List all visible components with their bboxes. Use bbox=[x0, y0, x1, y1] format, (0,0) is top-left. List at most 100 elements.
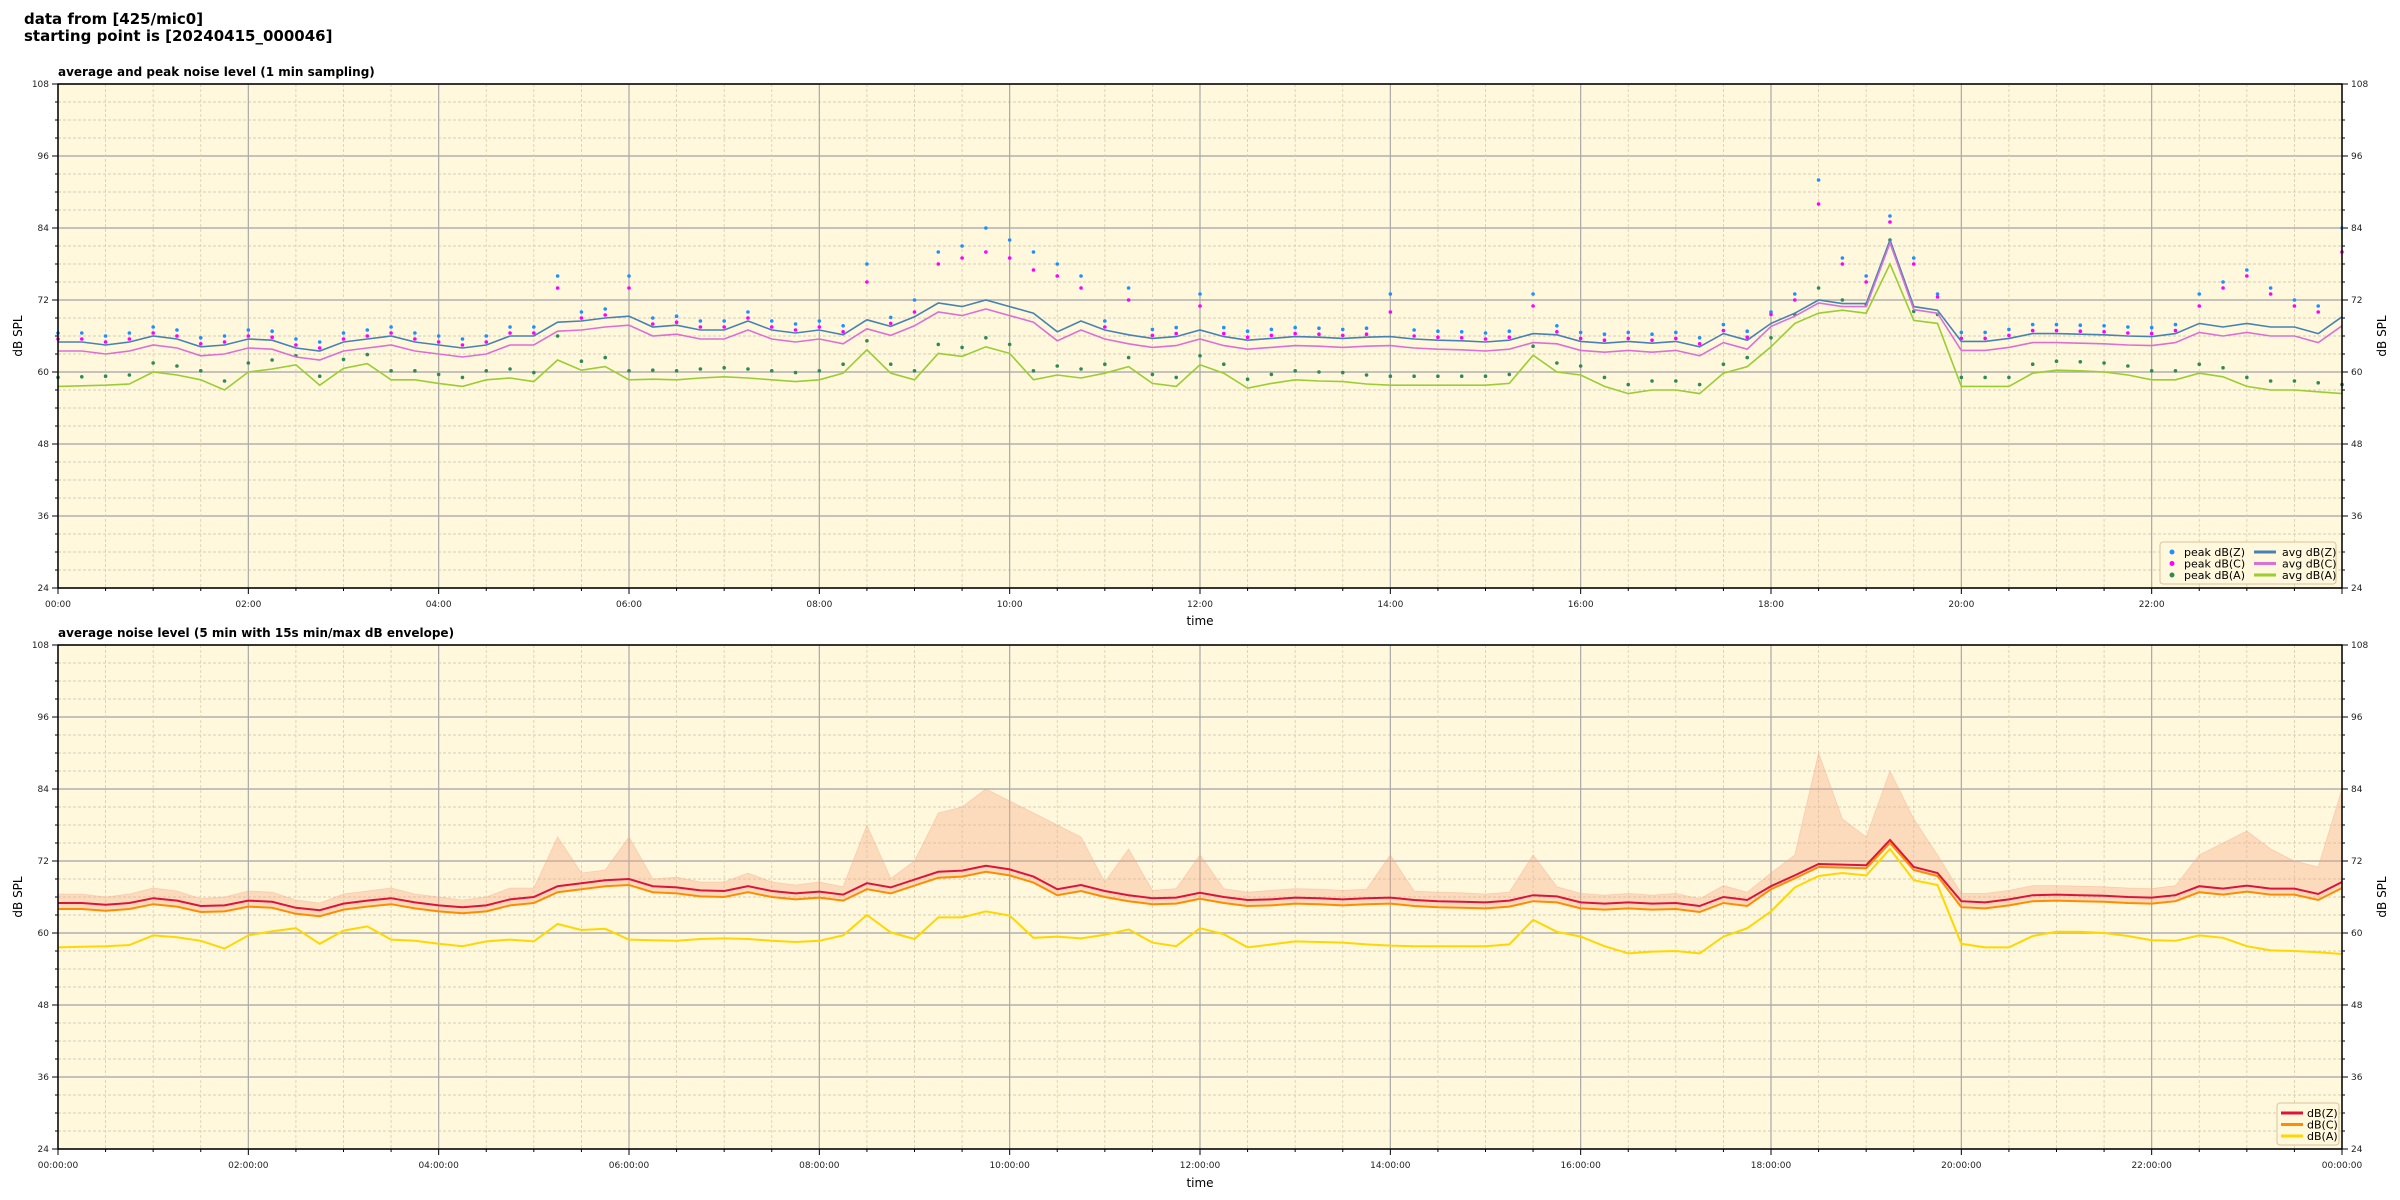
data-point-peak-db-z- bbox=[627, 274, 631, 278]
data-point-peak-db-c- bbox=[1269, 333, 1274, 338]
data-point-peak-db-a- bbox=[2149, 369, 2154, 373]
data-point-peak-db-z- bbox=[1269, 327, 1274, 332]
x-tick-label: 22:00:00 bbox=[2131, 1161, 2172, 1171]
data-point-peak-db-c- bbox=[1507, 335, 1512, 340]
series-line-avg-db-c- bbox=[58, 240, 2343, 361]
data-point-peak-db-c- bbox=[2221, 286, 2225, 290]
data-point-peak-db-z- bbox=[2197, 292, 2202, 296]
x-tick-label: 08:00 bbox=[806, 600, 832, 610]
data-point-peak-db-a- bbox=[555, 334, 560, 338]
x-tick-label: 10:00:00 bbox=[989, 1161, 1030, 1171]
data-point-peak-db-a- bbox=[1126, 355, 1131, 360]
data-point-peak-db-a- bbox=[484, 369, 489, 373]
data-point-peak-db-c- bbox=[246, 334, 251, 338]
x-tick-label: 12:00 bbox=[1187, 600, 1213, 610]
series-line-db-z- bbox=[58, 838, 2343, 912]
y-tick-label: 24 bbox=[38, 584, 50, 594]
data-point-peak-db-a- bbox=[769, 369, 774, 373]
data-point-peak-db-c- bbox=[1459, 336, 1464, 340]
data-point-peak-db-z- bbox=[2221, 280, 2225, 284]
x-tick-label: 10:00 bbox=[997, 600, 1023, 610]
top-y-axis-label-right: dB SPL bbox=[2375, 315, 2389, 357]
data-point-peak-db-c- bbox=[175, 334, 179, 338]
data-point-peak-db-z- bbox=[2126, 325, 2130, 329]
y-tick-label-right: 60 bbox=[2351, 368, 2363, 378]
data-point-peak-db-c- bbox=[151, 331, 155, 335]
data-point-peak-db-z- bbox=[532, 325, 536, 329]
data-point-peak-db-c- bbox=[2316, 310, 2321, 314]
data-point-peak-db-a- bbox=[2292, 379, 2297, 383]
data-point-peak-db-c- bbox=[1935, 295, 1940, 299]
data-point-peak-db-z- bbox=[769, 319, 774, 323]
data-point-peak-db-c- bbox=[769, 325, 774, 329]
y-tick-label: 36 bbox=[38, 1073, 50, 1083]
data-point-peak-db-c- bbox=[1555, 330, 1559, 334]
data-point-peak-db-c- bbox=[1888, 220, 1892, 224]
y-tick-label: 24 bbox=[38, 1145, 50, 1155]
legend-label: dB(C) bbox=[2307, 1119, 2338, 1132]
data-point-peak-db-a- bbox=[1769, 336, 1773, 340]
data-point-peak-db-c- bbox=[888, 321, 893, 326]
data-point-peak-db-z- bbox=[1293, 325, 1297, 330]
data-point-peak-db-c- bbox=[1816, 202, 1821, 206]
y-tick-label-right: 108 bbox=[2351, 641, 2368, 651]
data-point-peak-db-z- bbox=[722, 319, 726, 323]
x-tick-label: 12:00:00 bbox=[1180, 1161, 1221, 1171]
data-point-peak-db-a- bbox=[1459, 374, 1464, 379]
data-point-peak-db-a- bbox=[1317, 370, 1321, 374]
data-point-peak-db-z- bbox=[1459, 330, 1464, 334]
data-point-peak-db-z- bbox=[1198, 292, 1202, 296]
data-point-peak-db-z- bbox=[2054, 322, 2059, 327]
data-point-peak-db-a- bbox=[436, 372, 441, 377]
data-point-peak-db-a- bbox=[1602, 375, 1607, 380]
data-point-peak-db-a- bbox=[1531, 344, 1535, 349]
x-tick-label: 00:00 bbox=[45, 600, 71, 610]
data-point-peak-db-z- bbox=[2149, 325, 2154, 330]
data-point-peak-db-a- bbox=[532, 370, 536, 375]
data-point-peak-db-a- bbox=[2007, 375, 2011, 380]
data-point-peak-db-z- bbox=[365, 328, 370, 332]
data-point-peak-db-a- bbox=[103, 374, 108, 379]
data-source-label: data from [425/mic0] bbox=[24, 10, 204, 28]
data-point-peak-db-c- bbox=[1412, 334, 1416, 338]
y-tick-label-right: 96 bbox=[2351, 713, 2363, 723]
data-point-peak-db-z- bbox=[484, 334, 489, 338]
x-tick-label: 04:00:00 bbox=[418, 1161, 459, 1171]
x-tick-label: 06:00 bbox=[616, 600, 642, 610]
data-point-peak-db-a- bbox=[960, 345, 964, 350]
data-point-peak-db-a- bbox=[1221, 362, 1226, 367]
plot-frame bbox=[57, 644, 2343, 1150]
data-point-peak-db-z- bbox=[1340, 327, 1345, 332]
data-point-peak-db-c- bbox=[912, 310, 917, 314]
data-point-peak-db-a- bbox=[1293, 369, 1297, 373]
data-point-peak-db-a- bbox=[1364, 373, 1369, 377]
data-point-peak-db-a- bbox=[1412, 374, 1416, 379]
data-point-peak-db-z- bbox=[1388, 292, 1393, 296]
data-point-peak-db-c- bbox=[1578, 336, 1583, 341]
data-point-peak-db-c- bbox=[2173, 328, 2178, 333]
y-tick-label-right: 84 bbox=[2351, 785, 2363, 795]
y-tick-label-right: 72 bbox=[2351, 296, 2362, 306]
y-tick-label: 96 bbox=[38, 152, 50, 162]
top-x-axis-label: time bbox=[1186, 614, 1213, 628]
series-line-db-c- bbox=[58, 841, 2343, 918]
legend-marker bbox=[2169, 549, 2175, 555]
data-point-peak-db-c- bbox=[1317, 332, 1321, 337]
data-point-peak-db-z- bbox=[1317, 326, 1321, 331]
data-point-peak-db-a- bbox=[2245, 375, 2249, 380]
data-point-peak-db-z- bbox=[841, 324, 845, 328]
data-point-peak-db-c- bbox=[1650, 338, 1654, 343]
x-tick-label: 20:00:00 bbox=[1941, 1161, 1982, 1171]
starting-point-label: starting point is [20240415_000046] bbox=[24, 27, 333, 45]
data-point-peak-db-a- bbox=[1079, 367, 1083, 371]
x-tick-label: 02:00 bbox=[235, 600, 261, 610]
data-point-peak-db-a- bbox=[1840, 298, 1845, 302]
data-point-peak-db-a- bbox=[1198, 354, 1202, 358]
data-point-peak-db-z- bbox=[1864, 274, 1868, 278]
legend-label: avg dB(Z) bbox=[2282, 546, 2336, 559]
data-point-peak-db-z- bbox=[79, 331, 84, 335]
data-point-peak-db-c- bbox=[1388, 310, 1393, 314]
data-point-peak-db-z- bbox=[1602, 332, 1607, 337]
data-point-peak-db-a- bbox=[1055, 364, 1060, 368]
data-point-peak-db-c- bbox=[603, 313, 608, 317]
